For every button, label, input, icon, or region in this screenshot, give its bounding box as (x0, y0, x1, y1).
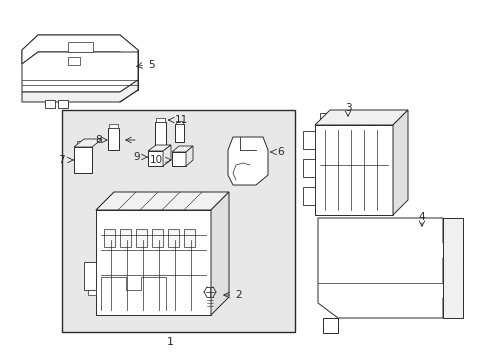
Circle shape (448, 274, 456, 282)
Circle shape (352, 238, 362, 248)
Polygon shape (148, 145, 171, 151)
Bar (152, 229, 163, 247)
Polygon shape (163, 145, 171, 166)
Bar (74, 147, 92, 173)
Bar (77, 141, 82, 147)
Bar (88, 290, 96, 295)
Bar (68, 57, 80, 65)
Bar (109, 124, 118, 128)
Text: 3: 3 (344, 103, 350, 113)
Bar (136, 229, 147, 247)
Bar (84, 141, 89, 147)
Bar (104, 229, 115, 247)
Polygon shape (22, 35, 138, 64)
Bar (84, 262, 96, 290)
Bar (62, 110, 294, 332)
Circle shape (392, 268, 402, 278)
Polygon shape (442, 218, 462, 318)
Polygon shape (74, 139, 102, 147)
Bar (373, 113, 383, 125)
Bar (58, 100, 68, 108)
Polygon shape (314, 110, 407, 125)
Polygon shape (96, 210, 210, 315)
Text: 2: 2 (235, 290, 241, 300)
Polygon shape (185, 146, 193, 166)
Text: 4: 4 (418, 212, 425, 222)
Bar (303, 159, 314, 177)
Text: 9: 9 (133, 152, 140, 162)
Bar (337, 113, 347, 125)
Text: 5: 5 (148, 60, 154, 70)
Bar (303, 131, 314, 149)
Bar (168, 229, 179, 247)
Text: 1: 1 (166, 337, 173, 347)
Polygon shape (96, 192, 228, 210)
Polygon shape (210, 192, 228, 315)
Bar (183, 229, 195, 247)
Bar (355, 113, 365, 125)
Text: 6: 6 (276, 147, 283, 157)
Polygon shape (22, 35, 138, 64)
Bar (108, 128, 119, 150)
Polygon shape (314, 125, 392, 215)
Bar (303, 187, 314, 205)
Polygon shape (22, 80, 138, 102)
Bar (172, 152, 185, 166)
Bar (175, 124, 183, 142)
Text: 7: 7 (58, 155, 65, 165)
Bar (155, 122, 165, 147)
Text: 10: 10 (149, 155, 163, 165)
Text: 11: 11 (175, 115, 188, 125)
Bar (176, 121, 183, 124)
Polygon shape (227, 137, 267, 185)
Polygon shape (22, 52, 138, 92)
Polygon shape (172, 146, 193, 152)
Bar (319, 113, 329, 125)
Circle shape (352, 268, 362, 278)
Polygon shape (392, 110, 407, 215)
Bar (45, 100, 55, 108)
Bar (120, 229, 131, 247)
Polygon shape (323, 318, 337, 333)
Bar (68, 42, 93, 52)
Circle shape (325, 321, 334, 331)
Polygon shape (317, 218, 462, 318)
Bar (148, 151, 163, 166)
Bar (156, 118, 164, 122)
Text: 8: 8 (95, 135, 102, 145)
Circle shape (392, 238, 402, 248)
